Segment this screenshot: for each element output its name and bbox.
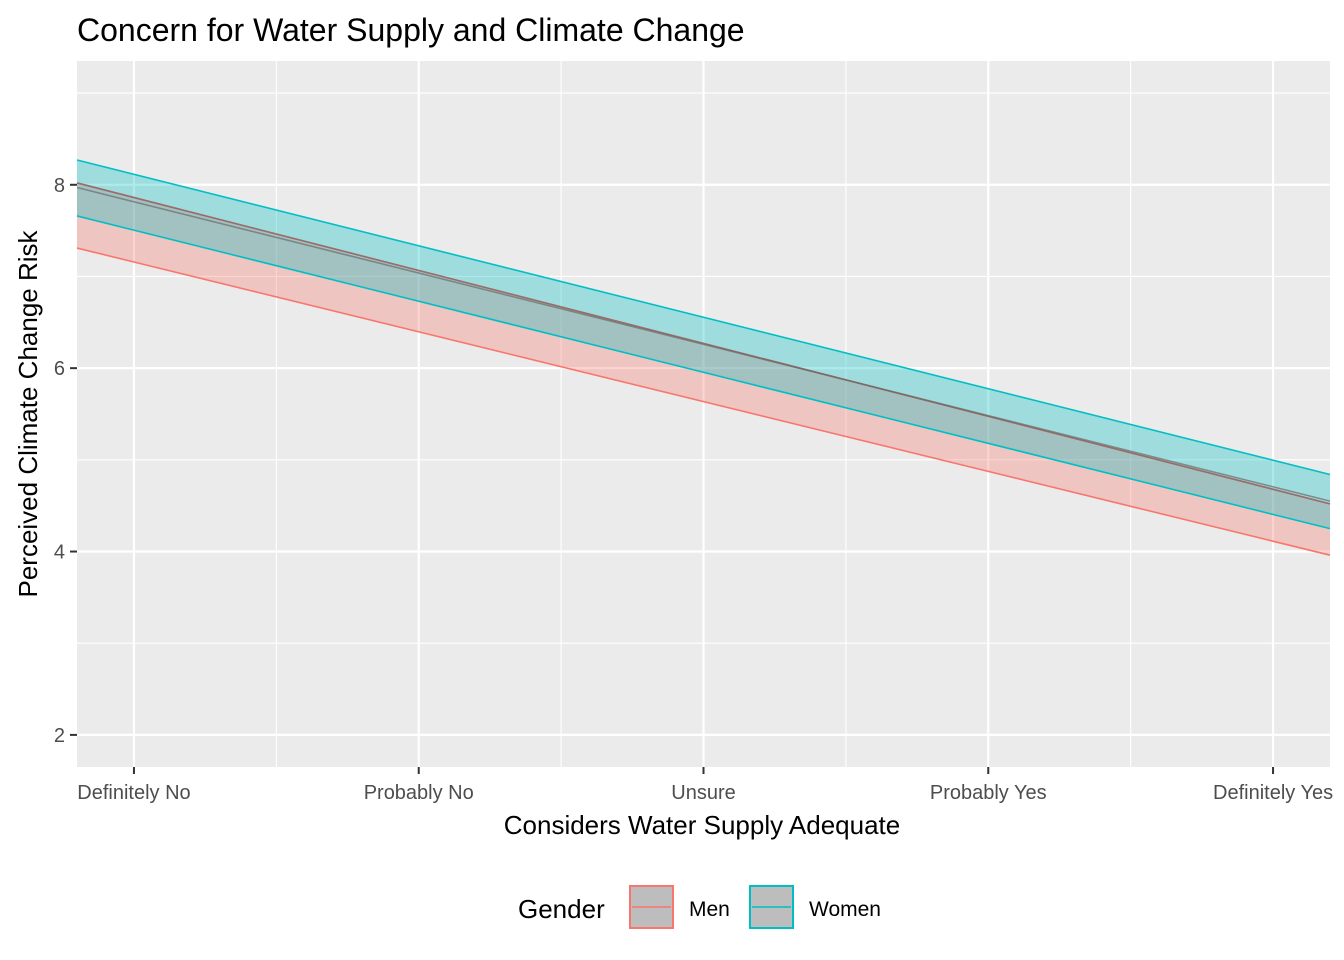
x-tick-label: Probably No [364, 782, 474, 804]
y-tick-label: 8 [54, 175, 65, 197]
ribbon-upper-women [76, 159, 1331, 476]
legend-item-women: Women [749, 885, 881, 929]
x-tick-label: Definitely No [77, 782, 190, 804]
ribbon-men [77, 182, 1330, 556]
ribbon-lower-women [76, 215, 1331, 530]
fit-line-men [76, 182, 1331, 505]
x-axis: Definitely No Probably No Unsure Probably Y… [77, 767, 1333, 804]
x-tick-label: Probably Yes [930, 782, 1047, 804]
y-tick-label: 4 [54, 542, 65, 564]
legend-title: Gender [518, 894, 605, 924]
y-axis-title: Perceived Climate Change Risk [13, 229, 43, 597]
ribbon-lower-men [76, 247, 1331, 556]
legend-label-men: Men [689, 898, 730, 921]
x-axis-title: Considers Water Supply Adequate [504, 810, 901, 840]
major-gridlines [77, 61, 1330, 767]
legend-label-women: Women [809, 898, 881, 921]
fit-line-women [76, 186, 1331, 502]
x-tick-label: Unsure [671, 782, 735, 804]
y-tick-label: 6 [54, 358, 65, 380]
x-tick-label: Definitely Yes [1213, 782, 1333, 804]
legend: Gender Men Women [518, 885, 881, 929]
legend-item-men: Men [629, 885, 730, 929]
chart-title: Concern for Water Supply and Climate Cha… [77, 12, 745, 48]
plot-panel [76, 61, 1331, 767]
y-axis: 2 4 6 8 [54, 175, 77, 747]
y-tick-label: 2 [54, 725, 65, 747]
ribbon-lines [76, 159, 1331, 556]
